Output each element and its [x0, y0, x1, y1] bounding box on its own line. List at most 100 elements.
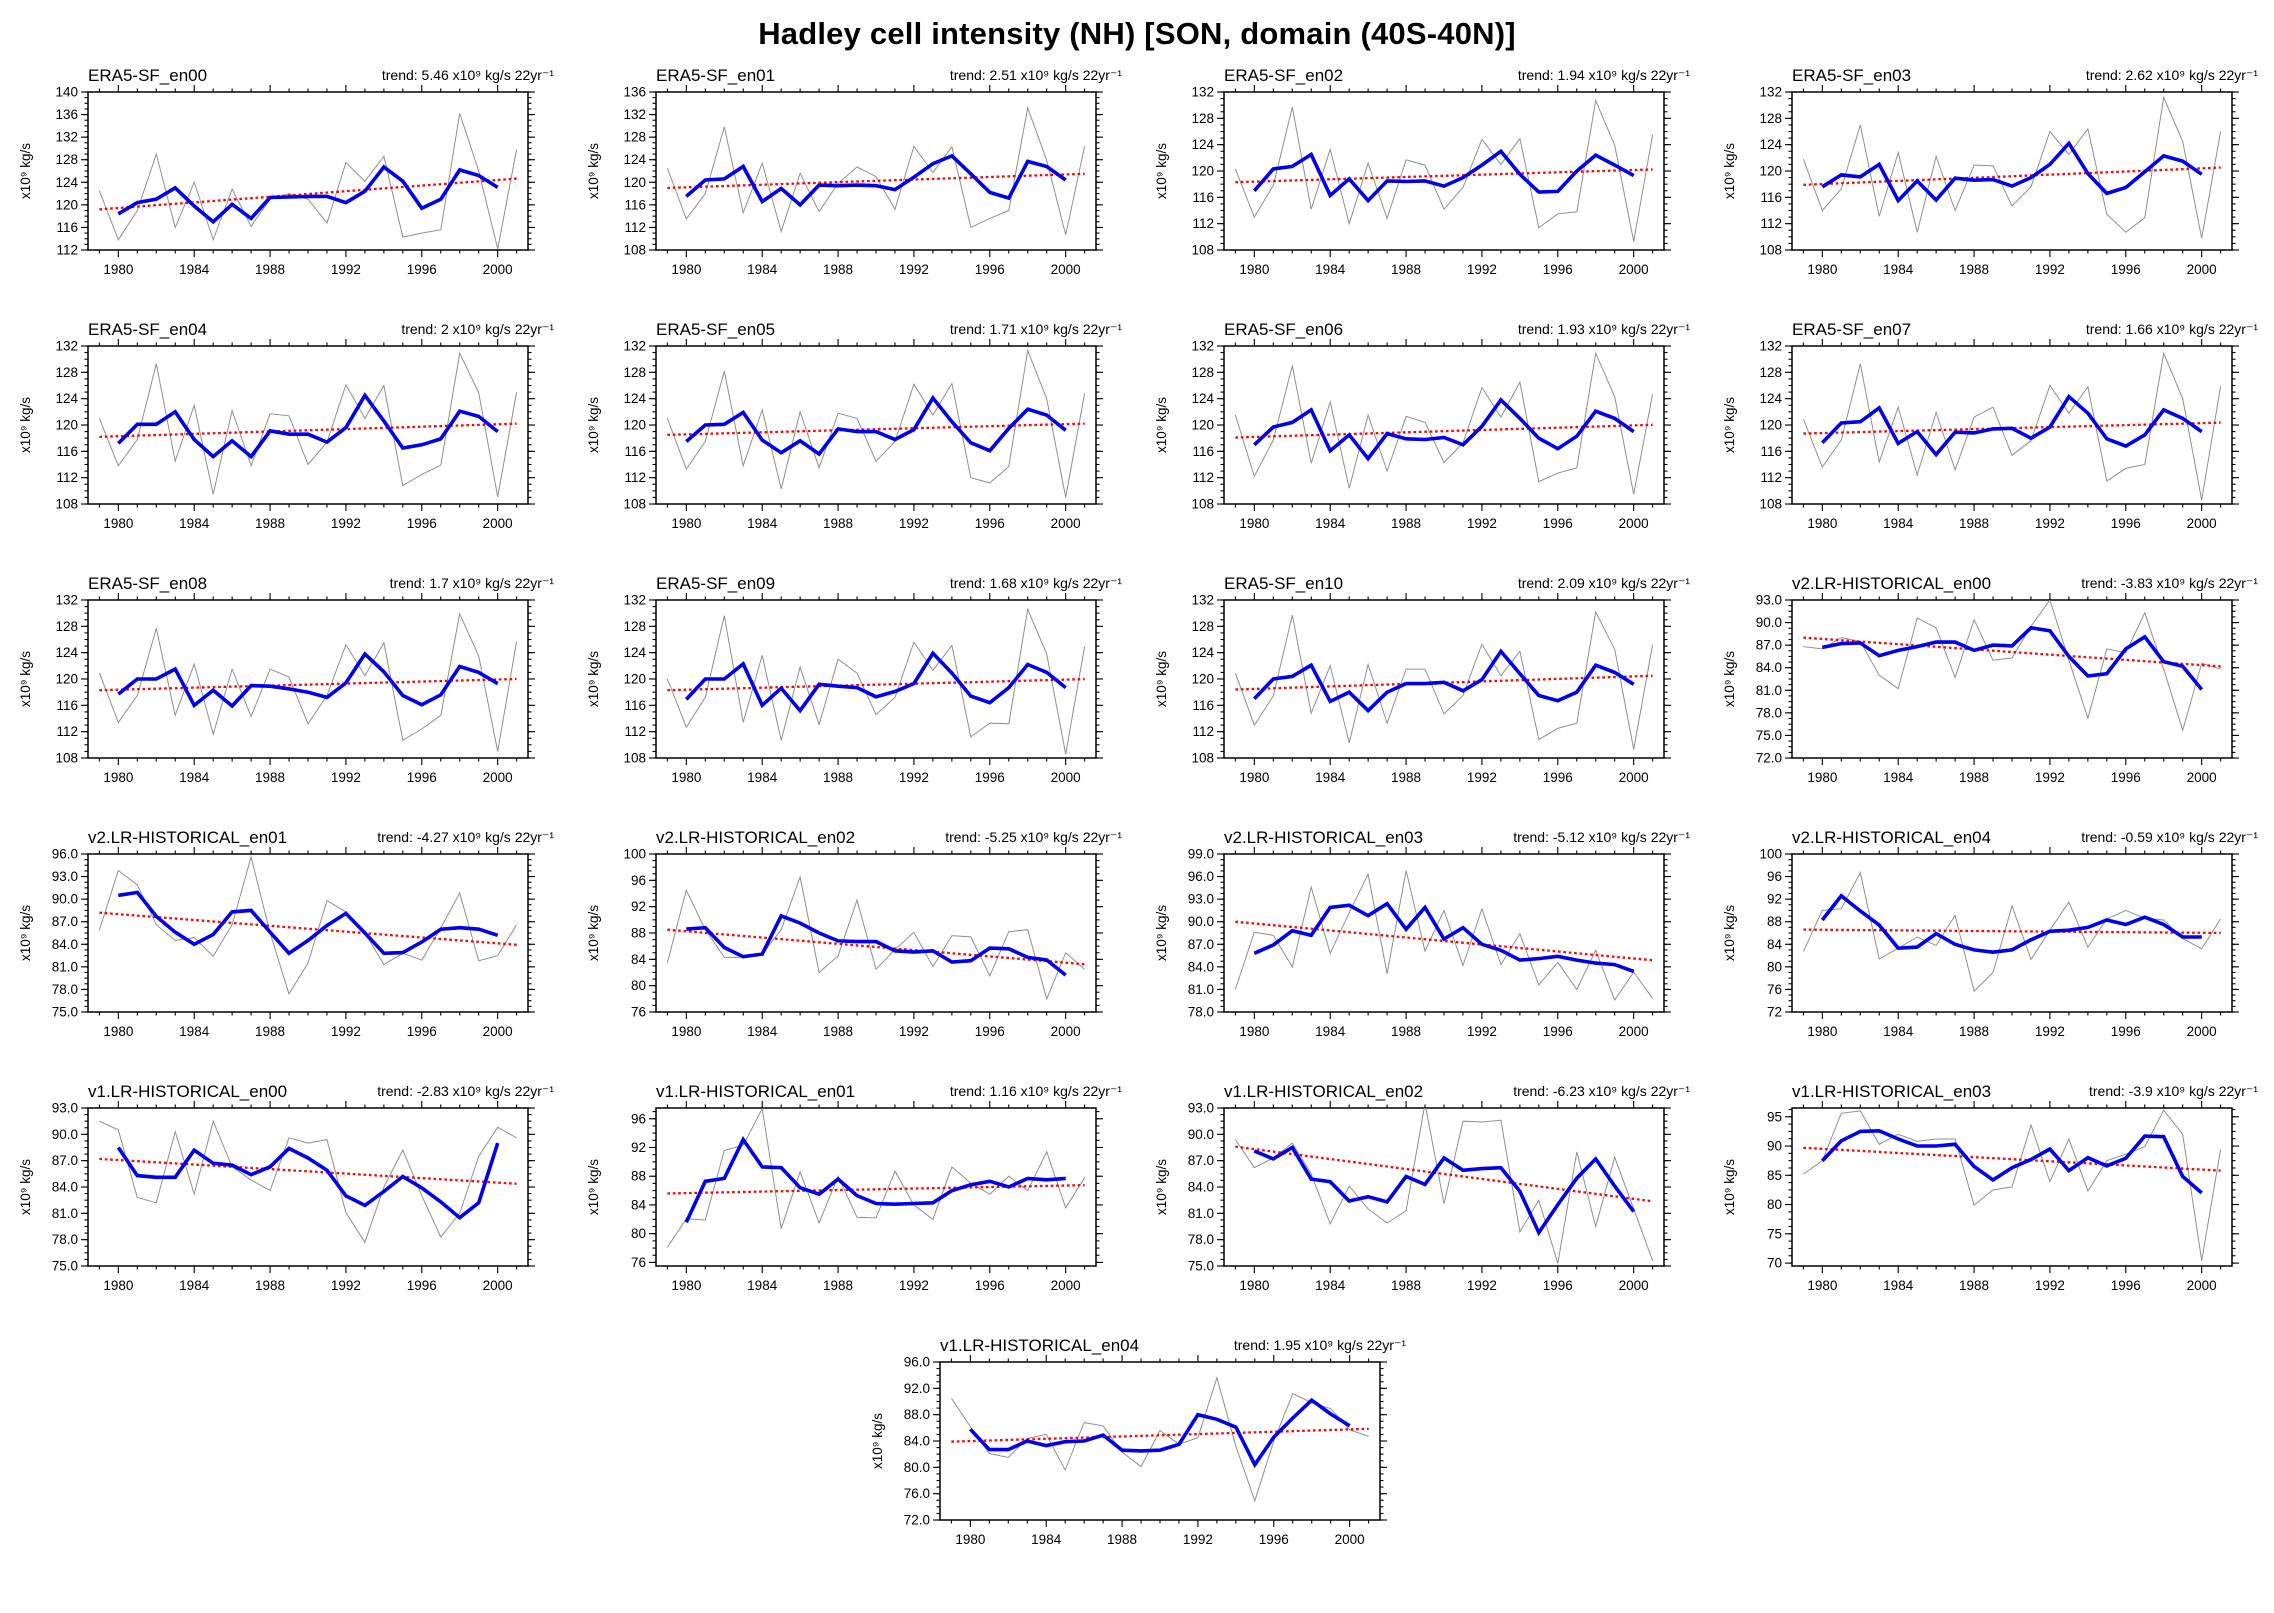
panel-v2-lr-historical-en04: v2.LR-HISTORICAL_en04 trend: -0.59 x10⁹ k…: [1718, 824, 2260, 1064]
x-tick-label: 1992: [2035, 1278, 2065, 1293]
x-tick-label: 2000: [483, 262, 513, 277]
raw-series-line: [950, 1376, 1369, 1503]
trend-label: trend: 2.09 x10⁹ kg/s 22yr⁻¹: [1518, 575, 1690, 591]
y-tick-label: 116: [56, 444, 78, 459]
y-tick-label: 78.0: [1188, 1232, 1214, 1247]
x-tick-label: 1980: [1239, 516, 1269, 531]
y-tick-label: 132: [55, 339, 78, 354]
trend-label: trend: 1.95 x10⁹ kg/s 22yr⁻¹: [1234, 1337, 1406, 1353]
trend-label: trend: 1.16 x10⁹ kg/s 22yr⁻¹: [950, 1083, 1122, 1099]
x-tick-label: 1996: [975, 770, 1005, 785]
y-tick-label: 78.0: [1756, 705, 1782, 720]
y-tick-label: 84: [631, 952, 647, 967]
y-axis-unit-label: x10⁹ kg/s: [586, 905, 601, 961]
x-tick-label: 1980: [671, 770, 701, 785]
x-tick-label: 1980: [1239, 770, 1269, 785]
y-tick-label: 84.0: [1188, 959, 1214, 974]
chart-v1-lr-historical-en03: v1.LR-HISTORICAL_en03 trend: -3.9 x10⁹ kg…: [1722, 1082, 2258, 1293]
y-tick-label: 92: [631, 899, 646, 914]
y-tick-label: 108: [1759, 497, 1782, 512]
x-tick-label: 1984: [1315, 770, 1346, 785]
panel-title: v1.LR-HISTORICAL_en04: [940, 1336, 1139, 1355]
y-tick-label: 93.0: [52, 869, 78, 884]
chart-v1-lr-historical-en02: v1.LR-HISTORICAL_en02 trend: -6.23 x10⁹ k…: [1154, 1082, 1690, 1293]
trend-line: [667, 1183, 1085, 1195]
y-tick-label: 124: [1191, 137, 1214, 152]
x-tick-label: 1988: [823, 770, 853, 785]
y-axis-unit-label: x10⁹ kg/s: [1154, 1159, 1169, 1215]
x-tick-label: 1992: [1467, 262, 1497, 277]
x-tick-label: 1984: [179, 262, 210, 277]
smoothed-series-line: [116, 1142, 500, 1221]
y-tick-label: 128: [55, 152, 78, 167]
y-tick-label: 72.0: [904, 1513, 930, 1528]
panel-v1-lr-historical-en01: v1.LR-HISTORICAL_en01 trend: 1.16 x10⁹ kg…: [582, 1078, 1124, 1318]
y-tick-label: 108: [1191, 243, 1214, 258]
y-tick-label: 96.0: [1188, 869, 1214, 884]
y-tick-label: 116: [624, 698, 646, 713]
y-tick-label: 81.0: [1188, 1206, 1214, 1221]
x-tick-label: 1992: [331, 262, 361, 277]
x-tick-label: 1992: [1467, 516, 1497, 531]
x-tick-label: 1988: [255, 1278, 285, 1293]
x-tick-label: 1992: [1467, 770, 1497, 785]
y-axis-unit-label: x10⁹ kg/s: [1722, 905, 1737, 961]
y-tick-label: 124: [623, 152, 646, 167]
x-tick-label: 1996: [975, 1278, 1005, 1293]
x-tick-label: 1992: [899, 1278, 929, 1293]
x-tick-label: 2000: [1051, 262, 1081, 277]
x-tick-label: 1988: [1391, 770, 1421, 785]
trend-line: [1235, 168, 1653, 184]
raw-series-line: [1802, 95, 2222, 239]
x-tick-label: 2000: [2187, 770, 2217, 785]
raw-series-line: [1234, 1108, 1654, 1264]
panel-title: v1.LR-HISTORICAL_en00: [88, 1082, 287, 1101]
x-tick-label: 1980: [671, 1278, 701, 1293]
smoothed-series-line: [684, 1136, 1066, 1223]
x-tick-label: 1992: [899, 262, 929, 277]
y-tick-label: 120: [1191, 672, 1214, 687]
chart-era5-sf-en00: ERA5-SF_en00 trend: 5.46 x10⁹ kg/s 22yr⁻¹…: [18, 66, 554, 277]
trend-line: [1235, 674, 1653, 691]
y-axis-unit-label: x10⁹ kg/s: [1722, 397, 1737, 453]
y-tick-label: 128: [1191, 365, 1214, 380]
panel-era5-sf-en03: ERA5-SF_en03 trend: 2.62 x10⁹ kg/s 22yr⁻¹…: [1718, 62, 2260, 302]
y-tick-label: 132: [1191, 85, 1214, 100]
trend-label: trend: 2.51 x10⁹ kg/s 22yr⁻¹: [950, 67, 1122, 83]
y-tick-label: 84: [631, 1197, 647, 1212]
panel-v1-lr-historical-en03: v1.LR-HISTORICAL_en03 trend: -3.9 x10⁹ kg…: [1718, 1078, 2260, 1318]
x-tick-label: 1984: [1883, 262, 1914, 277]
panel-era5-sf-en10: ERA5-SF_en10 trend: 2.09 x10⁹ kg/s 22yr⁻¹…: [1150, 570, 1692, 810]
chart-era5-sf-en07: ERA5-SF_en07 trend: 1.66 x10⁹ kg/s 22yr⁻¹…: [1722, 320, 2258, 531]
x-tick-label: 1984: [1315, 516, 1346, 531]
x-tick-label: 2000: [2187, 1024, 2217, 1039]
y-tick-label: 132: [1759, 339, 1782, 354]
panel-title: v1.LR-HISTORICAL_en02: [1224, 1082, 1423, 1101]
x-tick-label: 2000: [2187, 1278, 2217, 1293]
y-tick-label: 132: [623, 339, 646, 354]
y-tick-label: 124: [1759, 391, 1782, 406]
y-tick-label: 136: [55, 107, 78, 122]
x-tick-label: 1988: [255, 770, 285, 785]
x-tick-label: 2000: [1619, 770, 1649, 785]
x-tick-label: 1980: [671, 262, 701, 277]
y-tick-label: 84.0: [52, 1180, 78, 1195]
x-tick-label: 1980: [103, 1278, 133, 1293]
y-tick-label: 96.0: [904, 1355, 930, 1370]
panel-era5-sf-en01: ERA5-SF_en01 trend: 2.51 x10⁹ kg/s 22yr⁻¹…: [582, 62, 1124, 302]
x-tick-label: 1988: [823, 1278, 853, 1293]
smoothed-series-line: [1821, 625, 2204, 691]
x-tick-label: 1980: [1807, 770, 1837, 785]
chart-era5-sf-en06: ERA5-SF_en06 trend: 1.93 x10⁹ kg/s 22yr⁻¹…: [1154, 320, 1690, 531]
y-tick-label: 75.0: [1188, 1259, 1214, 1274]
panel-title: v2.LR-HISTORICAL_en04: [1792, 828, 1991, 847]
x-tick-label: 2000: [483, 770, 513, 785]
x-tick-label: 1980: [103, 262, 133, 277]
x-tick-label: 1992: [331, 1278, 361, 1293]
y-tick-label: 78.0: [1188, 1005, 1214, 1020]
smoothed-series-line: [1821, 140, 2203, 204]
chart-era5-sf-en09: ERA5-SF_en09 trend: 1.68 x10⁹ kg/s 22yr⁻¹…: [586, 574, 1122, 785]
panel-title: v1.LR-HISTORICAL_en03: [1792, 1082, 1991, 1101]
y-tick-label: 87.0: [52, 914, 78, 929]
y-tick-label: 84.0: [904, 1434, 930, 1449]
